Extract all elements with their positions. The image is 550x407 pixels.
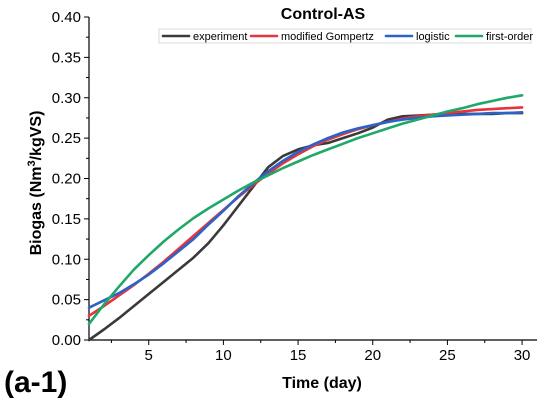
legend-label-modified-gompertz: modified Gompertz xyxy=(281,31,374,43)
panel-label: (a-1) xyxy=(4,366,67,399)
y-tick-label: 0.35 xyxy=(52,49,81,66)
legend-label-first-order: first-order xyxy=(486,31,533,43)
x-tick-label: 30 xyxy=(514,347,531,364)
legend-label-experiment: experiment xyxy=(193,31,247,43)
x-axis-title: Time (day) xyxy=(282,375,362,392)
y-axis-title-main: Biogas (Nm xyxy=(28,167,45,256)
series-line-first-order xyxy=(87,94,524,326)
y-tick-label: 0.20 xyxy=(52,171,81,188)
x-tick-label: 25 xyxy=(439,347,456,364)
y-tick-label: 0.25 xyxy=(52,130,81,147)
y-tick-label: 0.00 xyxy=(52,332,81,349)
series-line-modified-gompertz xyxy=(87,106,524,318)
x-tick-label: 20 xyxy=(364,347,381,364)
y-tick-label: 0.10 xyxy=(52,251,81,268)
y-axis-title-unit: /kgVS) xyxy=(28,111,45,161)
y-axis-title-superscript: 3 xyxy=(26,160,38,166)
x-tick-label: 10 xyxy=(215,347,232,364)
y-tick-label: 0.30 xyxy=(52,90,81,107)
y-tick-label: 0.05 xyxy=(52,292,81,309)
series-line-logistic xyxy=(87,111,524,310)
y-tick-label: 0.40 xyxy=(52,9,81,26)
legend: experiment modified Gompertz logistic first… xyxy=(158,28,533,44)
x-tick-label: 15 xyxy=(290,347,307,364)
y-axis-title: Biogas (Nm3/kgVS) xyxy=(26,111,45,256)
legend-box xyxy=(158,28,532,44)
plot-area: 0.00 0.05 0.10 0.15 0.20 0.25 0.30 0.35 0.40 5 10 1… xyxy=(52,9,537,364)
chart-title: Control-AS xyxy=(281,6,366,23)
legend-label-logistic: logistic xyxy=(416,31,450,43)
y-tick-label: 0.15 xyxy=(52,211,81,228)
x-tick-label: 5 xyxy=(145,347,153,364)
